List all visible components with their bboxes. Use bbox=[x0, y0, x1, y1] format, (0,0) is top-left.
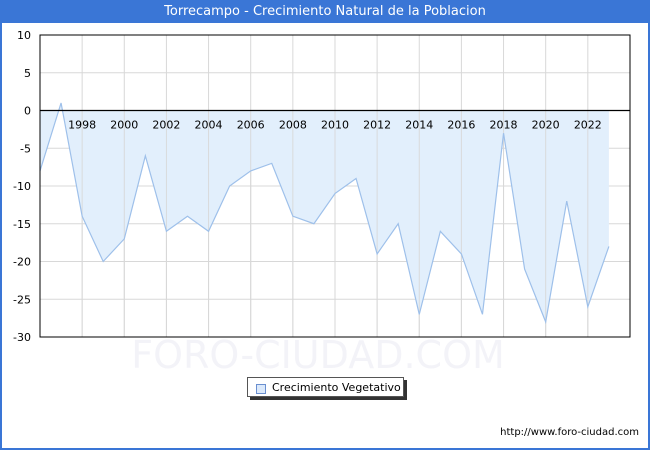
y-tick-label: -25 bbox=[13, 293, 31, 306]
x-tick-label: 2014 bbox=[405, 119, 433, 132]
x-tick-label: 1998 bbox=[68, 119, 96, 132]
x-tick-label: 2004 bbox=[195, 119, 223, 132]
y-tick-label: -5 bbox=[20, 142, 31, 155]
legend-swatch-icon bbox=[256, 384, 266, 394]
x-tick-label: 2010 bbox=[321, 119, 349, 132]
footer-url: http://www.foro-ciudad.com bbox=[500, 427, 639, 438]
x-tick-label: 2000 bbox=[110, 119, 138, 132]
x-tick-label: 2012 bbox=[363, 119, 391, 132]
watermark-text: FORO-CIUDAD.COM bbox=[131, 333, 505, 377]
x-tick-label: 2006 bbox=[237, 119, 265, 132]
x-tick-label: 2016 bbox=[447, 119, 475, 132]
area-fill bbox=[40, 102, 609, 322]
y-tick-label: -10 bbox=[13, 180, 31, 193]
series-line bbox=[39, 102, 610, 325]
chart-title: Torrecampo - Crecimiento Natural de la P… bbox=[0, 0, 650, 23]
plot-border bbox=[39, 34, 631, 338]
y-tick-label: -30 bbox=[13, 331, 31, 344]
y-tick-label: 5 bbox=[24, 67, 31, 80]
legend: Crecimiento Vegetativo bbox=[247, 377, 404, 397]
y-tick-label: -20 bbox=[13, 256, 31, 269]
x-tick-label: 2008 bbox=[279, 119, 307, 132]
x-tick-label: 2022 bbox=[574, 119, 602, 132]
x-tick-label: 2020 bbox=[532, 119, 560, 132]
y-tick-label: 0 bbox=[24, 105, 31, 118]
legend-label: Crecimiento Vegetativo bbox=[272, 381, 401, 394]
y-tick-label: -15 bbox=[13, 218, 31, 231]
y-tick-label: 10 bbox=[17, 29, 31, 42]
x-tick-label: 2018 bbox=[490, 119, 518, 132]
x-tick-label: 2002 bbox=[152, 119, 180, 132]
